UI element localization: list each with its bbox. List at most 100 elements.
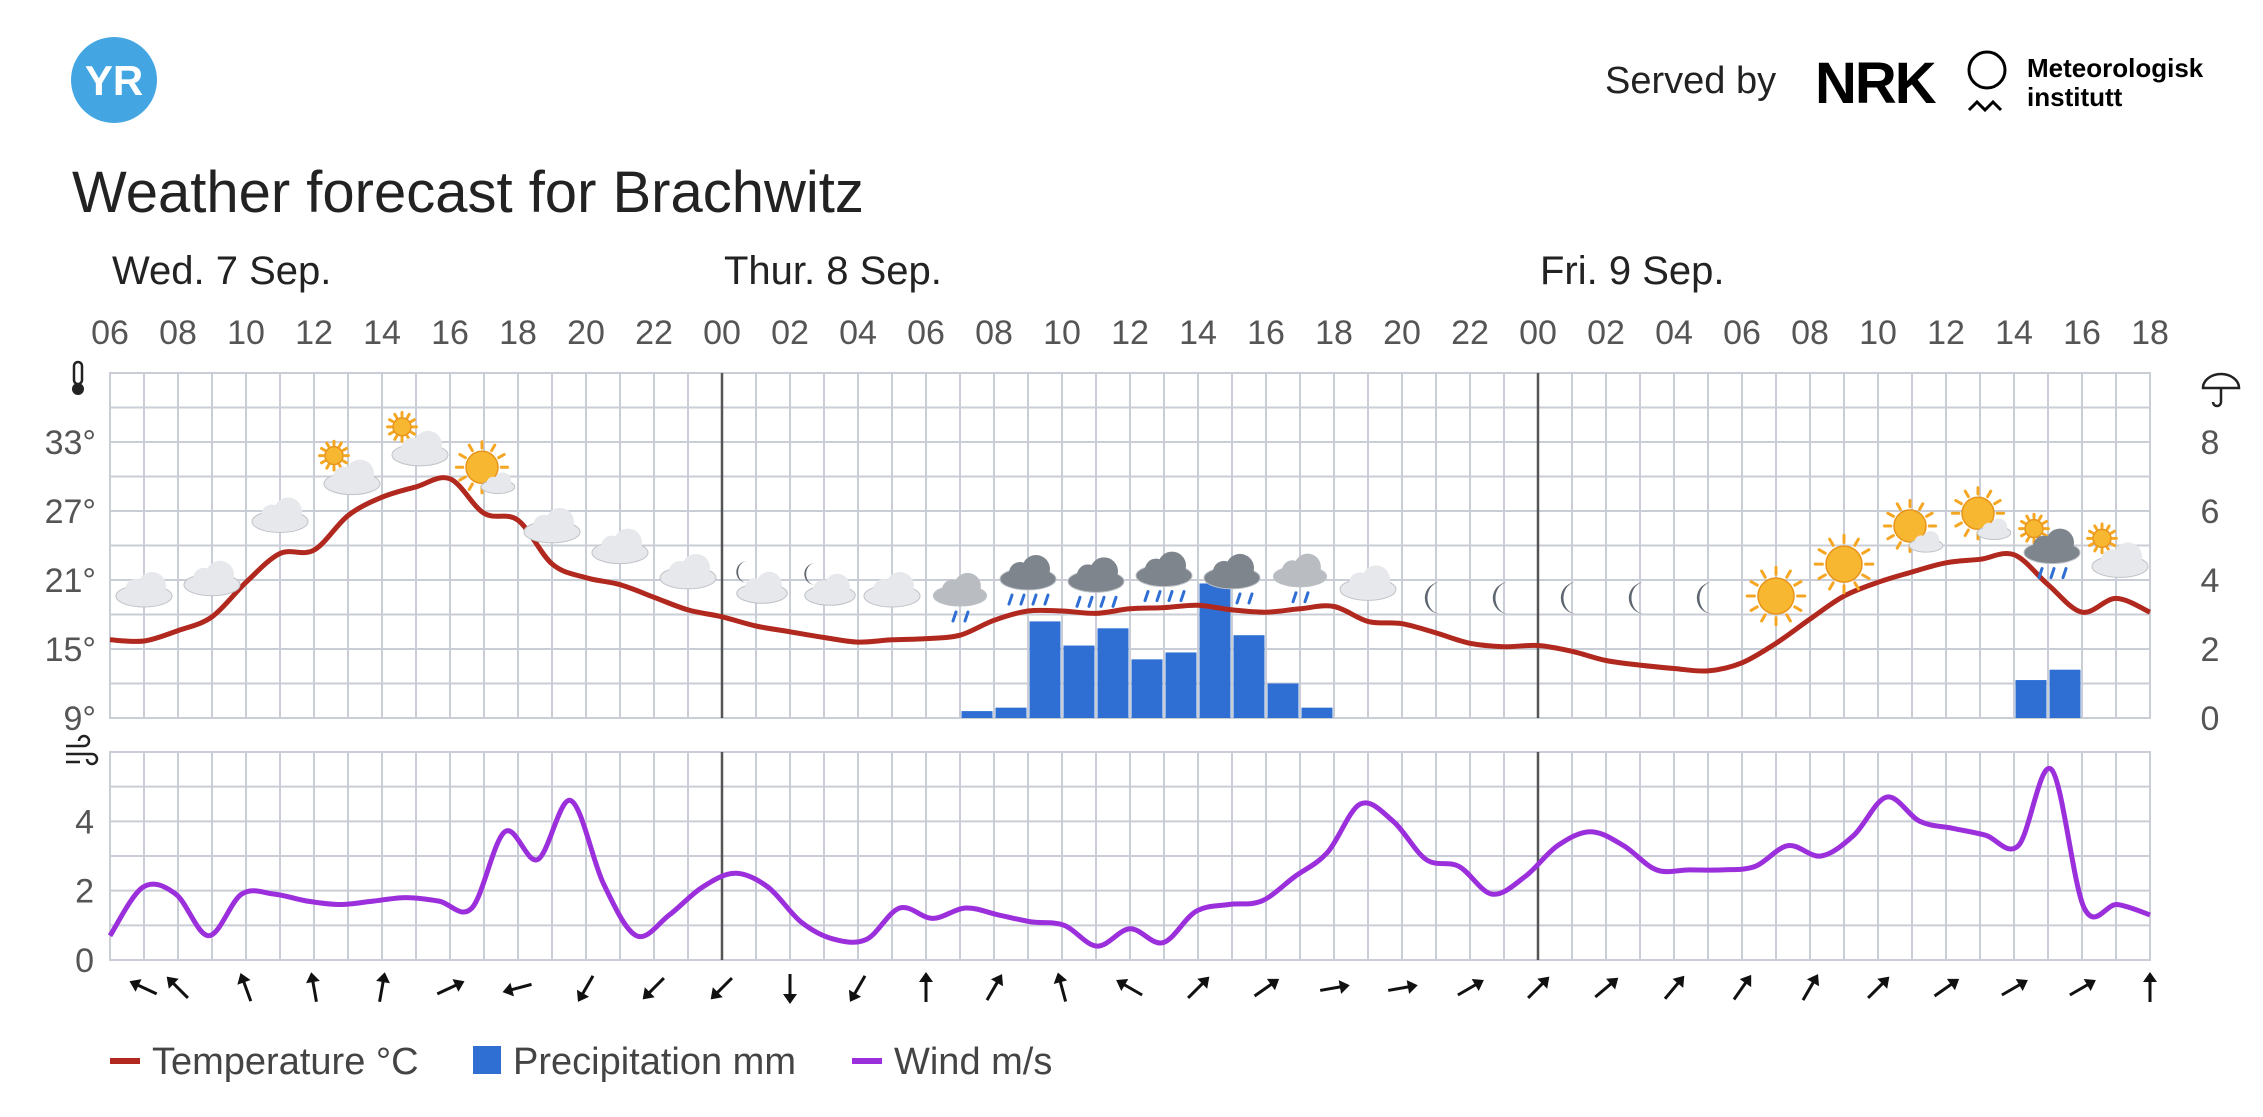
cloud-icon (1272, 553, 1328, 588)
cloud-icon (1203, 553, 1261, 590)
met-institute-logo[interactable]: Meteorologisk institutt (1967, 50, 2204, 113)
hour-label: 06 (1723, 314, 1761, 352)
wind-arrow (1116, 978, 1143, 997)
wind-arrow (1457, 978, 1484, 997)
temperature-tick-label: 21° (45, 562, 96, 600)
met-line2: institutt (2027, 82, 2123, 112)
wind-arrow (642, 977, 665, 1000)
wind-tick-label: 0 (75, 942, 94, 980)
hour-label: 10 (227, 314, 265, 352)
hour-label: 04 (839, 314, 877, 352)
wind-arrow (502, 982, 532, 997)
wind-arrow (1387, 980, 1418, 994)
hour-label: 12 (1111, 314, 1149, 352)
precipitation-bar (1267, 683, 1299, 718)
cloud-icon (183, 560, 241, 597)
cloud-icon (2091, 542, 2149, 578)
temperature-axis: 9° 15° 21° 27° 33° (45, 424, 96, 738)
temperature-tick-label: 27° (45, 493, 96, 531)
legend-precipitation-label: Precipitation mm (513, 1041, 796, 1083)
rain-drops-icon (1211, 592, 1254, 605)
wind-icon (66, 734, 99, 766)
precipitation-bar (1029, 621, 1061, 718)
cloud-icon (999, 555, 1057, 591)
wind-direction-arrows (129, 972, 2157, 1004)
legend-wind-swatch (852, 1058, 882, 1064)
moon-icon (1560, 582, 1577, 614)
cloud-icon (804, 573, 856, 606)
hour-label: 02 (1587, 314, 1625, 352)
cloud-icon (1908, 531, 1944, 553)
wind-tick-label: 2 (75, 873, 94, 911)
legend-precipitation-swatch (473, 1046, 501, 1074)
cloud-icon (1135, 551, 1193, 588)
legend-wind-label: Wind m/s (894, 1041, 1052, 1083)
precipitation-tick-label: 8 (2201, 424, 2220, 462)
temperature-line (109, 475, 2152, 674)
cloud-icon (932, 572, 988, 607)
sun-icon (2086, 522, 2118, 555)
temperature-tick-label: 9° (63, 700, 96, 738)
precipitation-bar (995, 707, 1027, 718)
hour-label: 02 (771, 314, 809, 352)
hour-label: 18 (1315, 314, 1353, 352)
hour-label: 22 (635, 314, 673, 352)
legend: Temperature °C Precipitation mm Wind m/s (110, 1041, 1052, 1083)
hour-label: 10 (1859, 314, 1897, 352)
hour-label: 14 (1179, 314, 1217, 352)
cloud-icon (1976, 518, 2012, 541)
hour-label: 18 (2131, 314, 2169, 352)
precipitation-bar (1097, 628, 1129, 718)
wind-arrow (237, 972, 253, 1002)
thermometer-icon (72, 360, 84, 395)
precipitation-bar (1165, 652, 1197, 718)
moon-icon (1628, 582, 1645, 614)
wind-arrow (1319, 980, 1350, 994)
precipitation-axis: 0 2 4 6 8 (2201, 424, 2220, 738)
yr-logo[interactable]: YR (71, 37, 157, 123)
wind-arrow (1527, 976, 1550, 999)
hour-label: 22 (1451, 314, 1489, 352)
hour-label: 12 (1927, 314, 1965, 352)
cloud-icon (523, 507, 581, 544)
temperature-tick-label: 15° (45, 631, 96, 669)
sun-icon (1745, 565, 1807, 627)
precipitation-bar (2049, 669, 2081, 718)
temperature-grid (109, 372, 2151, 719)
wind-grid (109, 751, 2151, 961)
wind-arrow (306, 972, 320, 1003)
wind-arrow (376, 972, 390, 1003)
wind-arrow (2001, 978, 2028, 997)
hour-labels: 06 08 10 12 14 16 18 20 22 00 02 04 06 08 10 12 14 16 18 20… (91, 314, 2169, 352)
cloud-icon (1339, 565, 1397, 601)
hour-label: 10 (1043, 314, 1081, 352)
moon-icon (804, 563, 816, 585)
wind-arrow (166, 976, 189, 999)
wind-arrow (1801, 974, 1820, 1001)
wind-tick-label: 4 (75, 803, 94, 841)
rain-drops-icon (951, 610, 970, 623)
wind-arrow (2069, 978, 2096, 997)
page-title: Weather forecast for Brachwitz (72, 160, 864, 225)
moon-icon (1492, 582, 1509, 614)
nrk-logo[interactable]: NRK (1815, 51, 1939, 116)
wind-arrow (1663, 975, 1685, 1000)
day-label: Thur. 8 Sep. (724, 249, 942, 293)
legend-temperature-swatch (110, 1058, 140, 1064)
wind-arrow (1187, 976, 1210, 999)
precipitation-bar (1131, 659, 1163, 718)
rain-drops-icon (1075, 595, 1118, 608)
umbrella-icon (2201, 372, 2241, 408)
precipitation-tick-label: 4 (2201, 562, 2220, 600)
sun-icon (386, 410, 418, 443)
rain-drops-icon (2037, 567, 2068, 580)
precipitation-tick-label: 0 (2201, 700, 2220, 738)
hour-label: 18 (499, 314, 537, 352)
rain-drops-icon (1291, 591, 1310, 604)
hour-label: 12 (295, 314, 333, 352)
nrk-logo-text: NRK (1815, 51, 1937, 116)
wind-arrow (1867, 976, 1890, 999)
cloud-icon (115, 572, 173, 608)
hour-label: 04 (1655, 314, 1693, 352)
precipitation-bar (1063, 645, 1095, 718)
